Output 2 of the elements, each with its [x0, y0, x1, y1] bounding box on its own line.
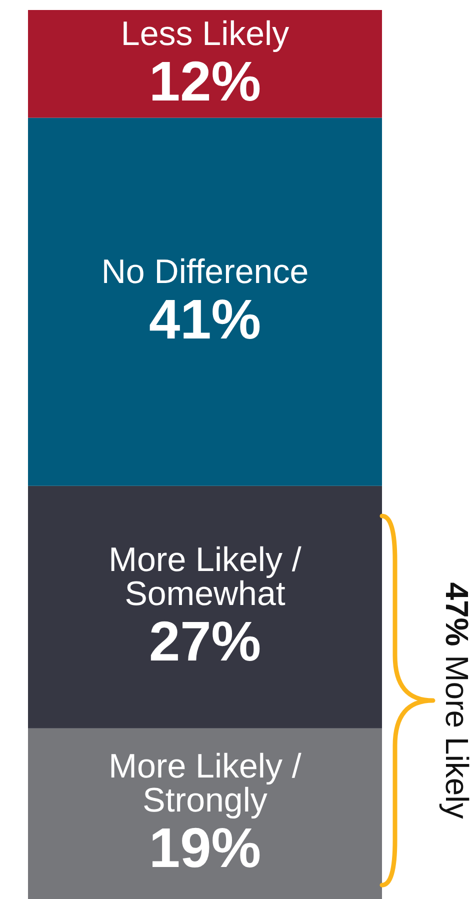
- series-label: More Likely / Strongly: [108, 748, 302, 820]
- text: 47% More Likely: [439, 582, 473, 819]
